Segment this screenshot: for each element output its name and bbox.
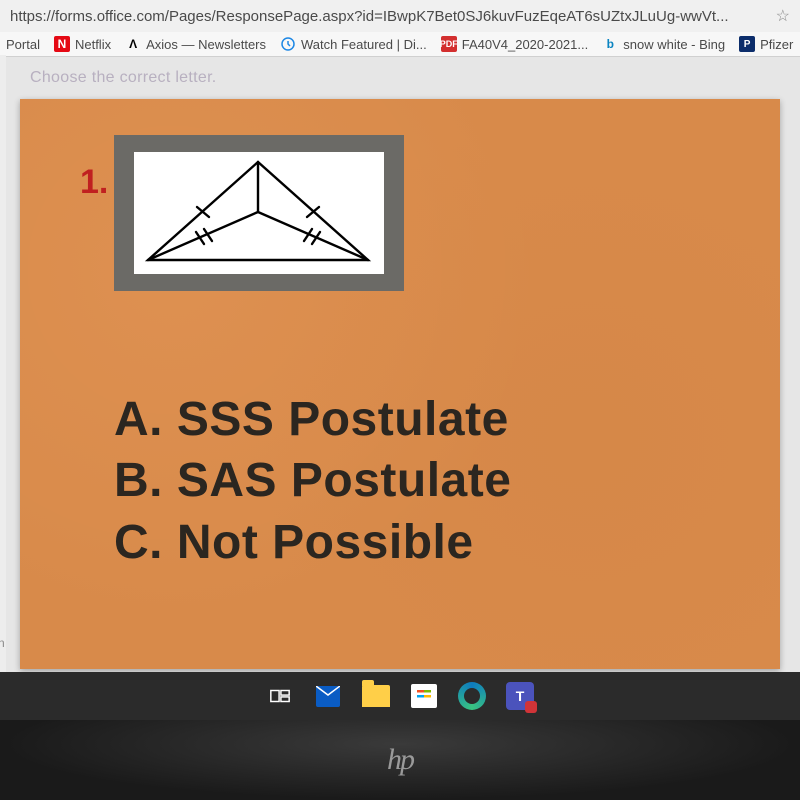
bookmark-portal[interactable]: Portal bbox=[6, 37, 40, 52]
bookmark-bar: Portal N Netflix Λ Axios — Newsletters W… bbox=[0, 32, 800, 56]
figure-frame bbox=[114, 135, 404, 291]
bookmark-label: Portal bbox=[6, 37, 40, 52]
teams-icon[interactable]: T bbox=[501, 677, 539, 715]
bookmark-axios[interactable]: Λ Axios — Newsletters bbox=[125, 36, 266, 52]
bing-icon: b bbox=[602, 36, 618, 52]
pfizer-icon: P bbox=[739, 36, 755, 52]
option-b[interactable]: B. SAS Postulate bbox=[114, 450, 511, 511]
bookmark-label: Netflix bbox=[75, 37, 111, 52]
laptop-bezel: hp bbox=[0, 720, 800, 800]
file-explorer-icon[interactable] bbox=[357, 677, 395, 715]
bookmark-label: FA40V4_2020-2021... bbox=[462, 37, 589, 52]
bookmark-label: snow white - Bing bbox=[623, 37, 725, 52]
bookmark-label: Watch Featured | Di... bbox=[301, 37, 427, 52]
page-content: Choose the correct letter. 1. bbox=[0, 57, 800, 697]
hp-logo: hp bbox=[387, 743, 413, 777]
left-scroll-label: n bbox=[0, 636, 5, 650]
bookmark-bing[interactable]: b snow white - Bing bbox=[602, 36, 725, 52]
browser-chrome: https://forms.office.com/Pages/ResponseP… bbox=[0, 0, 800, 57]
bookmark-label: Pfizer bbox=[760, 37, 793, 52]
bookmark-star-icon[interactable]: ☆ bbox=[776, 6, 790, 26]
netflix-icon: N bbox=[54, 36, 70, 52]
question-number: 1. bbox=[80, 163, 108, 202]
edge-browser-icon[interactable] bbox=[453, 677, 491, 715]
mail-icon[interactable] bbox=[309, 677, 347, 715]
bookmark-netflix[interactable]: N Netflix bbox=[54, 36, 111, 52]
option-a[interactable]: A. SSS Postulate bbox=[114, 389, 511, 450]
disney-icon bbox=[280, 36, 296, 52]
url-text: https://forms.office.com/Pages/ResponseP… bbox=[10, 8, 768, 25]
triangle-figure bbox=[134, 152, 384, 274]
bookmark-label: Axios — Newsletters bbox=[146, 37, 266, 52]
microsoft-store-icon[interactable] bbox=[405, 677, 443, 715]
windows-taskbar: T bbox=[0, 672, 800, 720]
question-slide: 1. bbox=[20, 99, 780, 669]
answer-options: A. SSS Postulate B. SAS Postulate C. Not… bbox=[114, 389, 511, 573]
address-bar[interactable]: https://forms.office.com/Pages/ResponseP… bbox=[0, 0, 800, 32]
axios-icon: Λ bbox=[125, 36, 141, 52]
pdf-icon: PDF bbox=[441, 36, 457, 52]
bookmark-pfizer[interactable]: P Pfizer bbox=[739, 36, 793, 52]
bookmark-watch[interactable]: Watch Featured | Di... bbox=[280, 36, 427, 52]
window-left-edge bbox=[0, 55, 6, 672]
instruction-text: Choose the correct letter. bbox=[20, 65, 780, 99]
option-c[interactable]: C. Not Possible bbox=[114, 512, 511, 573]
task-view-icon[interactable] bbox=[261, 677, 299, 715]
bookmark-fa40v4[interactable]: PDF FA40V4_2020-2021... bbox=[441, 36, 589, 52]
